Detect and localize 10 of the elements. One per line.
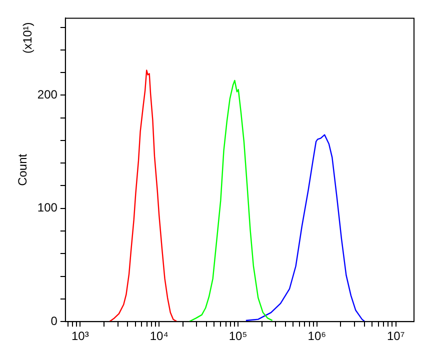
y-tick-label: 100 (37, 200, 58, 215)
text: (x10¹) (20, 22, 34, 54)
x-tick-label: 10³ (72, 329, 89, 344)
y-axis-title: Count (16, 153, 30, 186)
x-tick-label: 10⁶ (308, 329, 326, 344)
y-tick-label: 0 (50, 314, 58, 328)
x-tick-label: 10⁵ (228, 329, 248, 344)
y-tick-label: 200 (37, 87, 58, 102)
x-tick-label: 10⁷ (386, 329, 405, 344)
x-tick-label: 10⁴ (150, 329, 168, 344)
